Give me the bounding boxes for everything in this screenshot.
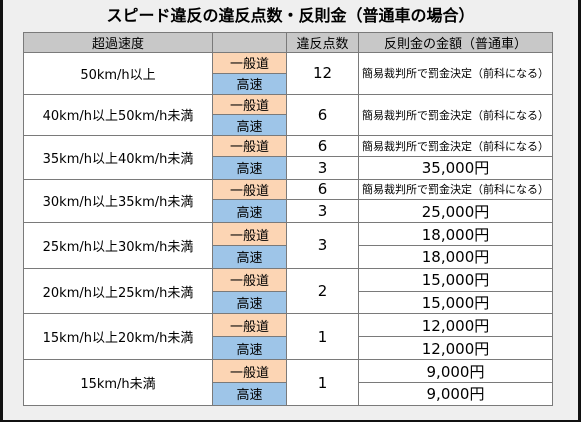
fine-general-cell: 15,000円 (358, 267, 553, 292)
road-highway-cell: 高速 (212, 290, 287, 315)
fine-highway-cell: 9,000円 (358, 381, 553, 407)
fine-highway-cell: 25,000円 (358, 199, 553, 224)
speed-cell: 50km/h以上 (23, 52, 213, 95)
points-cell: 1 (286, 313, 359, 361)
fine-general-cell: 18,000円 (358, 222, 553, 246)
road-general-cell: 一般道 (212, 267, 287, 292)
fine-cell: 簡易裁判所で罰金決定（前科になる） (358, 93, 553, 136)
fine-general-cell: 簡易裁判所で罰金決定（前科になる） (358, 178, 553, 201)
road-general-cell: 一般道 (212, 178, 287, 201)
road-general-cell: 一般道 (212, 135, 287, 157)
points-cell: 2 (286, 267, 359, 315)
road-highway-cell: 高速 (212, 381, 287, 407)
fine-general-cell: 簡易裁判所で罰金決定（前科になる） (358, 135, 553, 157)
road-highway-cell: 高速 (212, 199, 287, 224)
table-row: 25km/h以上30km/h未満 一般道 3 18,000円 (23, 222, 553, 269)
points-cell: 1 (286, 359, 359, 406)
table-row: 高速 18,000円 (24, 244, 553, 269)
table-row: 15km/h以上20km/h未満 一般道 1 12,000円 (23, 313, 553, 361)
road-general-cell: 一般道 (212, 359, 287, 383)
road-general-cell: 一般道 (212, 52, 287, 74)
road-highway-cell: 高速 (212, 336, 287, 361)
speed-cell: 35km/h以上40km/h未満 (23, 135, 213, 180)
road-general-cell: 一般道 (212, 313, 287, 338)
points-general-cell: 6 (286, 178, 359, 201)
header-fine: 反則金の金額（普通車） (358, 32, 553, 53)
points-cell: 6 (286, 93, 359, 136)
header-road-type (212, 32, 287, 53)
table-row: 高速 3 35,000円 (24, 155, 553, 180)
fine-highway-cell: 35,000円 (358, 155, 553, 180)
speed-cell: 15km/h以上20km/h未満 (23, 313, 213, 361)
fine-highway-cell: 18,000円 (358, 244, 553, 269)
speed-cell: 40km/h以上50km/h未満 (23, 93, 213, 136)
points-highway-cell: 3 (286, 199, 359, 224)
header-speed: 超過速度 (23, 32, 213, 53)
speed-cell: 15km/h未満 (23, 359, 213, 406)
table-row: 30km/h以上35km/h未満 一般道 6 簡易裁判所で罰金決定（前科になる） (23, 178, 553, 224)
speed-cell: 25km/h以上30km/h未満 (23, 222, 213, 269)
points-general-cell: 6 (286, 135, 359, 157)
fine-highway-cell: 15,000円 (358, 290, 553, 315)
table-row: 50km/h以上 一般道 12 簡易裁判所で罰金決定（前科になる） (23, 52, 553, 95)
table-row: 20km/h以上25km/h未満 一般道 2 15,000円 (23, 267, 553, 315)
points-cell: 3 (286, 222, 359, 269)
road-highway-cell: 高速 (212, 155, 287, 180)
road-general-cell: 一般道 (212, 93, 287, 116)
fine-cell: 簡易裁判所で罰金決定（前科になる） (358, 52, 553, 95)
fine-highway-cell: 12,000円 (358, 336, 553, 361)
table-row: 15km/h未満 一般道 1 9,000円 (23, 359, 553, 406)
table-row: 35km/h以上40km/h未満 一般道 6 簡易裁判所で罰金決定（前科になる） (23, 135, 553, 180)
speed-cell: 20km/h以上25km/h未満 (23, 267, 213, 315)
table-row: 高速 9,000円 (24, 381, 553, 407)
header-points: 違反点数 (286, 32, 359, 53)
points-highway-cell: 3 (286, 155, 359, 180)
table-row: 高速 (24, 72, 553, 95)
speed-violation-table: 超過速度 違反点数 反則金の金額（普通車） 50km/h以上 一般道 12 簡易… (23, 32, 553, 407)
points-cell: 12 (286, 52, 359, 95)
table-row: 40km/h以上50km/h未満 一般道 6 簡易裁判所で罰金決定（前科になる） (23, 93, 553, 136)
road-highway-cell: 高速 (212, 114, 287, 136)
page-title: スピード違反の違反点数・反則金（普通車の場合） (106, 6, 475, 25)
speed-cell: 30km/h以上35km/h未満 (23, 178, 213, 224)
table-row: 高速 3 25,000円 (24, 199, 553, 224)
header-row: 超過速度 違反点数 反則金の金額（普通車） (23, 32, 553, 53)
road-highway-cell: 高速 (212, 244, 287, 269)
fine-general-cell: 9,000円 (358, 359, 553, 383)
table-row: 高速 15,000円 (24, 290, 553, 315)
fine-general-cell: 12,000円 (358, 313, 553, 338)
road-general-cell: 一般道 (212, 222, 287, 246)
road-highway-cell: 高速 (212, 72, 287, 95)
